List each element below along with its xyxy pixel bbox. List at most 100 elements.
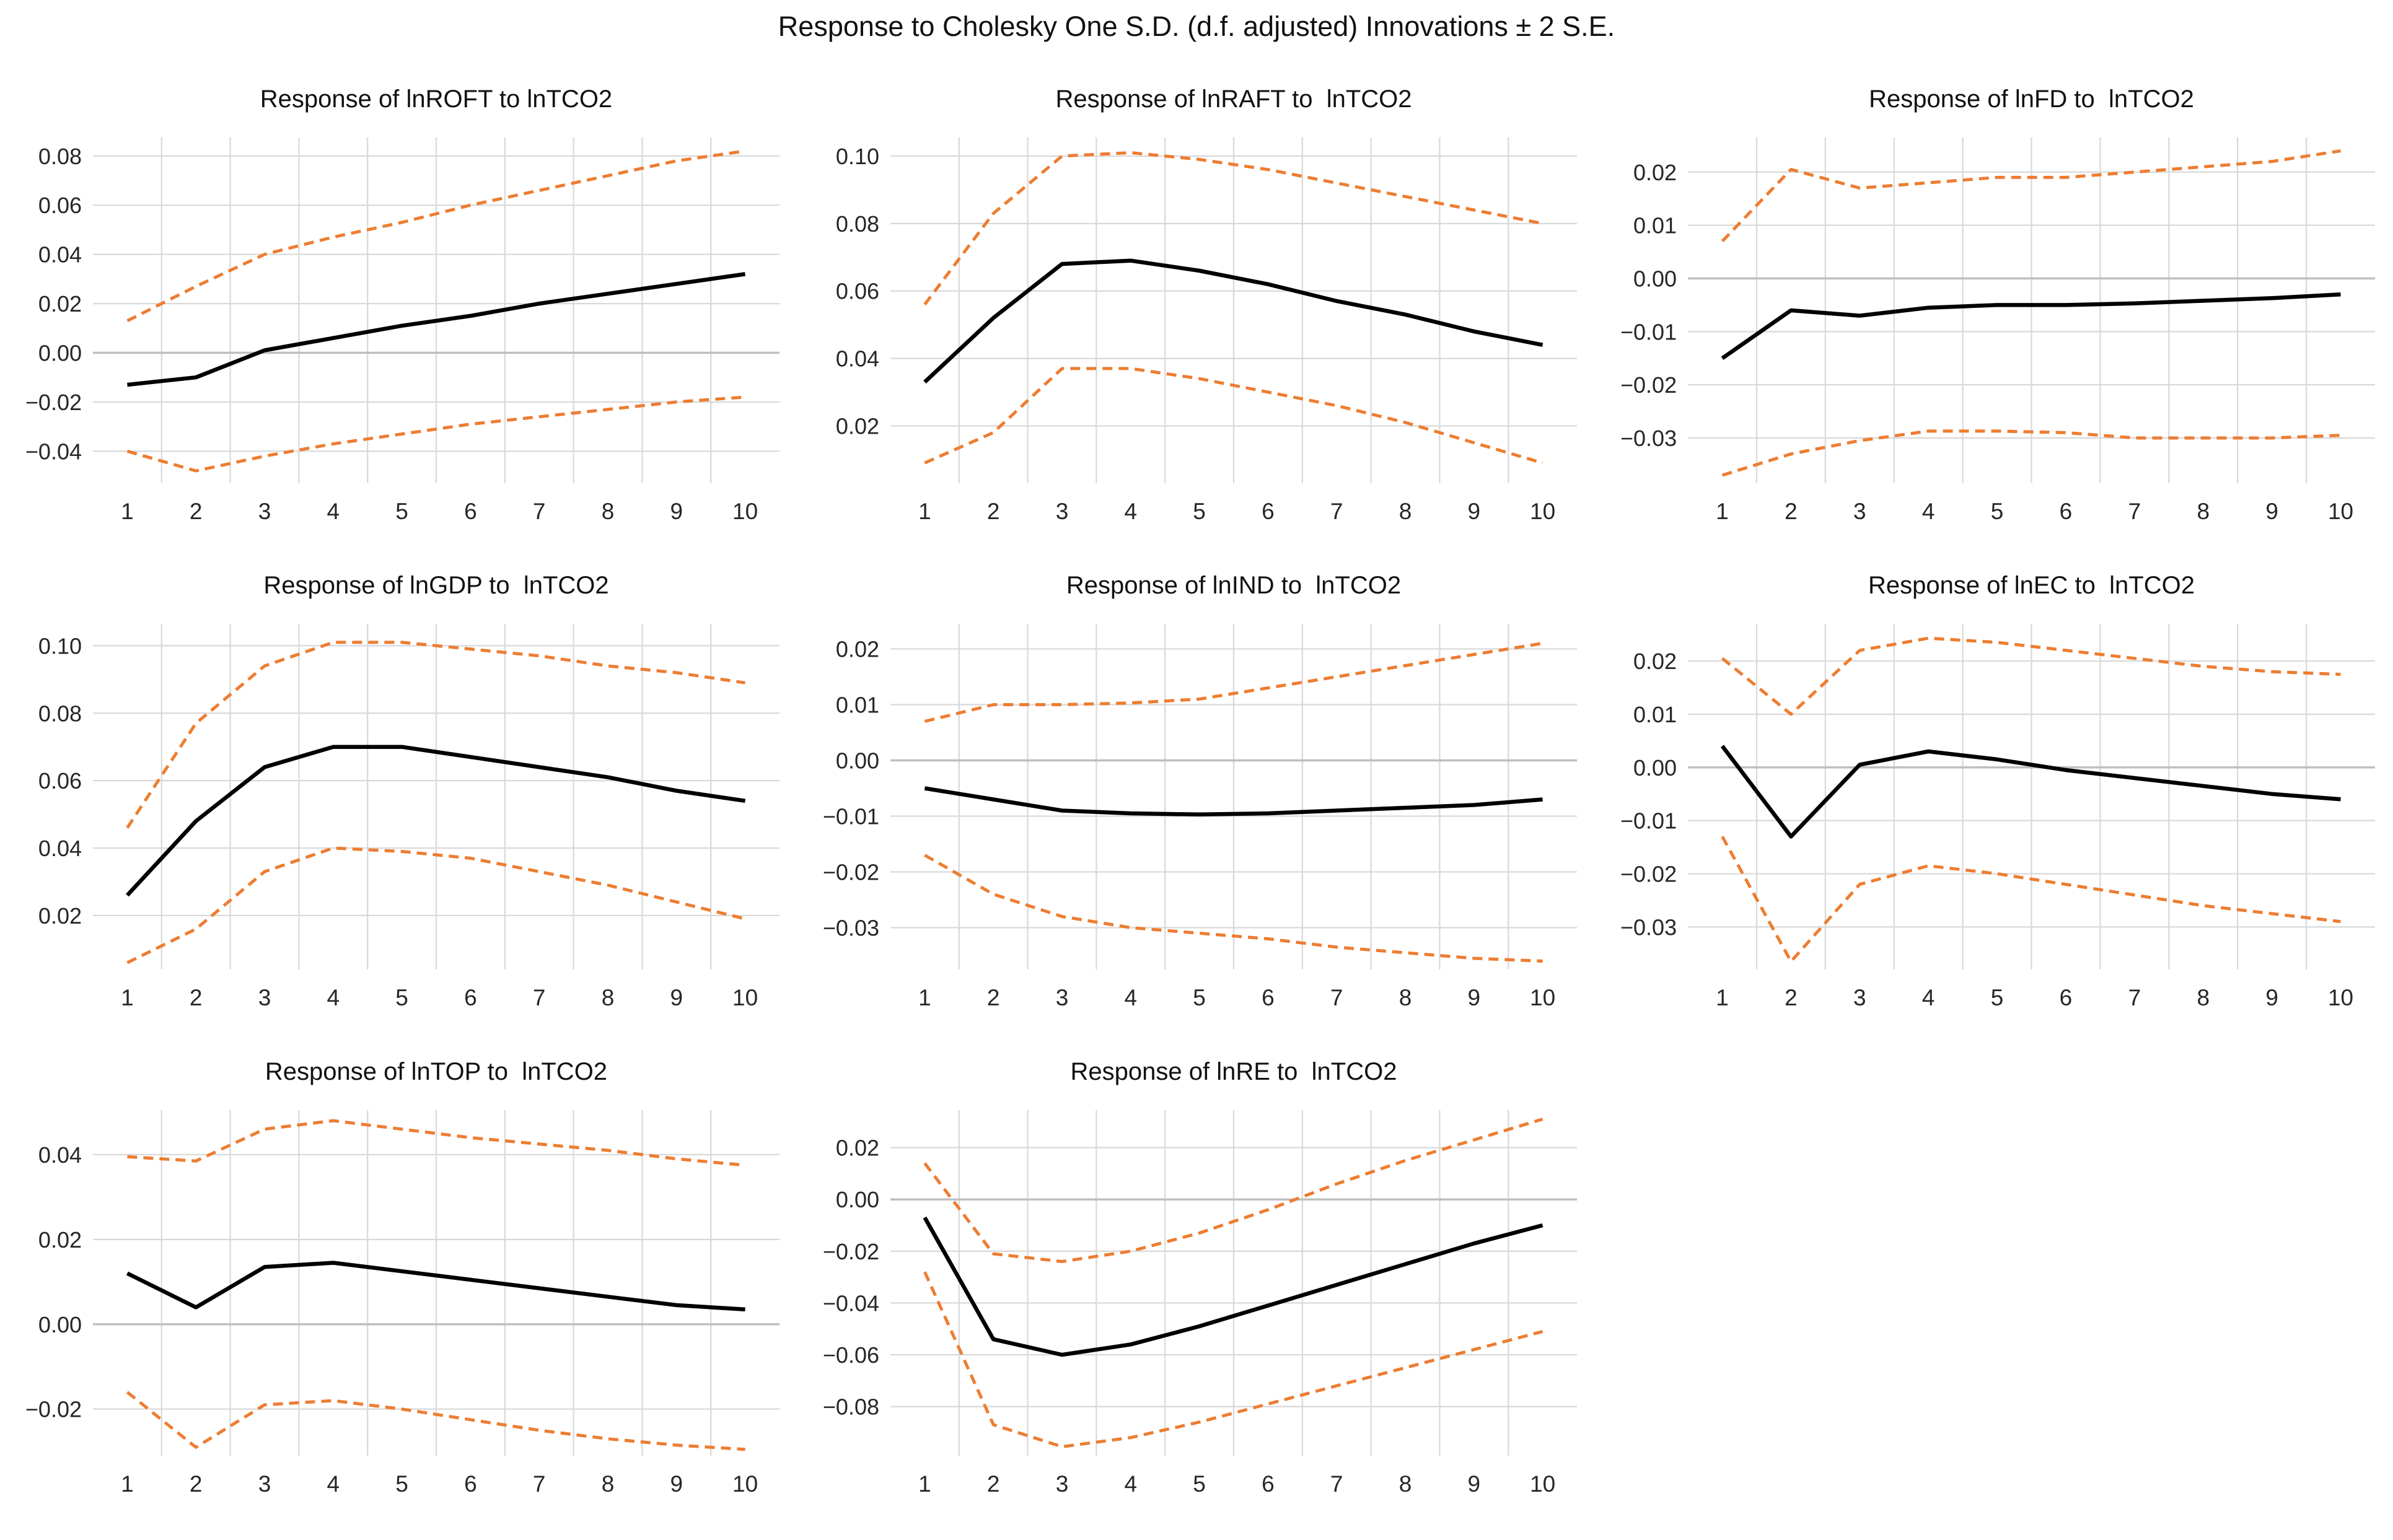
chart-title: Response of lnROFT to lnTCO2	[260, 85, 613, 113]
chart-canvas-lnTOP: 0.04 0.02 0.00 −0.02 1 2 3 4 5 6 7 8 9 10	[25, 1110, 779, 1497]
y-tick-label: 0.04	[38, 242, 82, 268]
y-tick-label: 0.02	[836, 1135, 879, 1161]
y-tick-label: −0.03	[1620, 914, 1677, 940]
y-tick-label: 0.04	[38, 836, 82, 861]
y-axis-labels: 0.02 0.00 −0.02 −0.04 −0.06 −0.08	[823, 1135, 879, 1420]
x-tick-label: 10	[732, 499, 758, 524]
x-tick-label: 1	[918, 499, 931, 524]
x-tick-label: 3	[1056, 499, 1069, 524]
y-tick-label: 0.00	[1633, 755, 1677, 781]
series-lower-2se-band	[126, 1391, 745, 1451]
x-tick-label: 6	[1262, 499, 1275, 524]
x-tick-label: 2	[987, 985, 1000, 1010]
x-tick-label: 3	[258, 985, 271, 1010]
x-tick-label: 10	[1530, 985, 1555, 1010]
y-tick-label: 0.02	[38, 903, 82, 929]
series-response	[924, 786, 1543, 817]
x-tick-label: 1	[121, 499, 134, 524]
y-gridlines	[1688, 171, 2375, 439]
x-tick-label: 9	[670, 1471, 683, 1497]
series-upper-2se-band	[1721, 149, 2341, 243]
x-gridlines	[958, 624, 1509, 969]
y-axis-labels: 0.02 0.01 0.00 −0.01 −0.02 −0.03	[1620, 160, 1677, 451]
y-tick-label: 0.00	[836, 1187, 879, 1212]
x-tick-label: 3	[1056, 1471, 1069, 1497]
y-gridlines	[93, 155, 779, 452]
y-tick-label: 0.01	[1633, 213, 1677, 238]
x-tick-label: 6	[1262, 985, 1275, 1010]
x-tick-label: 8	[2197, 985, 2210, 1010]
y-gridlines	[93, 645, 779, 917]
series-response	[1721, 292, 2341, 360]
y-tick-label: 0.02	[836, 637, 879, 662]
x-axis-labels: 1 2 3 4 5 6 7 8 9 10	[918, 985, 1555, 1010]
x-tick-label: 5	[1991, 499, 2004, 524]
y-tick-label: −0.02	[25, 1397, 82, 1422]
y-tick-label: −0.01	[1620, 808, 1677, 834]
series-lower-2se-band	[924, 367, 1543, 465]
x-tick-label: 3	[258, 499, 271, 524]
y-tick-label: 0.06	[38, 193, 82, 218]
y-tick-label: −0.02	[25, 390, 82, 415]
series-response	[923, 1216, 1543, 1357]
x-axis-labels: 1 2 3 4 5 6 7 8 9 10	[1716, 499, 2353, 524]
chart-canvas-lnRAFT: 0.10 0.08 0.06 0.04 0.02 1 2 3 4 5 6 7 8 9 10	[836, 138, 1577, 524]
x-tick-label: 5	[1193, 499, 1206, 524]
y-tick-label: 0.00	[38, 1312, 82, 1337]
y-axis-labels: 0.02 0.01 0.00 −0.01 −0.02 −0.03	[1620, 649, 1677, 940]
series-lower-2se-band	[924, 854, 1543, 963]
x-tick-label: 4	[1922, 985, 1935, 1010]
chart-lnIND: Response of lnIND to lnTCO2 0.02 0.01 0.00…	[797, 558, 1595, 1035]
y-tick-label: −0.06	[823, 1342, 879, 1368]
y-tick-label: 0.02	[1633, 160, 1677, 185]
x-tick-label: 3	[258, 1471, 271, 1497]
y-tick-label: 0.04	[38, 1142, 82, 1168]
chart-lnROFT: Response of lnROFT to lnTCO2 0.08 0.06 0.0…	[0, 72, 797, 549]
y-tick-label: −0.04	[25, 439, 82, 464]
y-tick-label: 0.08	[38, 144, 82, 169]
series-upper-2se-band	[1721, 636, 2341, 716]
x-tick-label: 6	[2060, 499, 2073, 524]
x-gridlines	[160, 624, 712, 969]
x-tick-label: 4	[1922, 499, 1935, 524]
x-axis-labels: 1 2 3 4 5 6 7 8 9 10	[121, 985, 758, 1010]
chart-lnFD: Response of lnFD to lnTCO2 0.02 0.01 0.00 −…	[1595, 72, 2393, 549]
x-tick-label: 5	[1991, 985, 2004, 1010]
x-tick-label: 9	[670, 985, 683, 1010]
chart-title: Response of lnFD to lnTCO2	[1869, 85, 2194, 113]
irf-figure-page: Response to Cholesky One S.D. (d.f. adju…	[0, 10, 2393, 1540]
chart-title: Response of lnRE to lnTCO2	[1070, 1057, 1397, 1085]
x-tick-label: 5	[1193, 985, 1206, 1010]
y-gridlines	[890, 155, 1577, 427]
x-tick-label: 5	[395, 499, 408, 524]
chart-title: Response of lnTOP to lnTCO2	[265, 1057, 608, 1085]
chart-canvas-lnFD: 0.02 0.01 0.00 −0.01 −0.02 −0.03 1 2 3 4 5 6 7 8 9 10	[1620, 138, 2375, 524]
y-tick-label: 0.02	[836, 413, 879, 439]
series-upper-2se-band	[127, 1119, 745, 1167]
x-tick-label: 4	[1125, 1471, 1138, 1497]
figure-title: Response to Cholesky One S.D. (d.f. adju…	[778, 11, 1615, 42]
series-lower-2se-band	[1721, 429, 2341, 477]
series-lower-2se-band	[126, 395, 745, 473]
x-tick-label: 6	[464, 1471, 477, 1497]
x-gridlines	[958, 1110, 1509, 1456]
x-tick-label: 10	[1530, 1471, 1555, 1497]
series-upper-2se-band	[923, 151, 1543, 306]
x-tick-label: 1	[121, 985, 134, 1010]
x-tick-label: 5	[1193, 1471, 1206, 1497]
x-tick-label: 10	[1530, 499, 1555, 524]
x-tick-label: 8	[602, 499, 615, 524]
x-tick-label: 6	[464, 985, 477, 1010]
y-tick-label: 0.06	[38, 768, 82, 794]
y-tick-label: 0.08	[836, 211, 879, 237]
y-tick-label: −0.04	[823, 1290, 879, 1316]
x-tick-label: 2	[190, 1471, 203, 1497]
chart-canvas-lnEC: 0.02 0.01 0.00 −0.01 −0.02 −0.03 1 2 3 4 5 6 7 8 9 10	[1620, 624, 2375, 1010]
x-tick-label: 4	[327, 499, 340, 524]
x-axis-labels: 1 2 3 4 5 6 7 8 9 10	[918, 499, 1555, 524]
series-upper-2se-band	[923, 1118, 1543, 1263]
x-gridlines	[1755, 138, 2307, 483]
x-tick-label: 7	[533, 499, 546, 524]
y-tick-label: 0.02	[1633, 649, 1677, 674]
charts-grid: Response of lnROFT to lnTCO2 0.08 0.06 0.0…	[0, 72, 2393, 1521]
